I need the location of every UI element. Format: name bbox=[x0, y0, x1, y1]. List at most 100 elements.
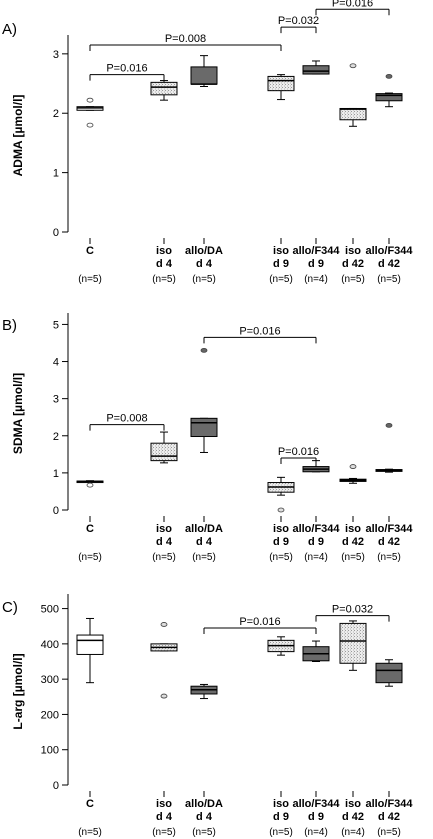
box-group-7 bbox=[375, 659, 403, 687]
outlier-point bbox=[385, 422, 393, 428]
n-count: (n=5) bbox=[152, 274, 176, 285]
box bbox=[267, 75, 295, 92]
group-day: d 42 bbox=[342, 258, 364, 270]
group-name: iso bbox=[273, 245, 289, 257]
group-name: C bbox=[86, 245, 94, 257]
group-day: d 9 bbox=[308, 536, 324, 548]
group-day: d 9 bbox=[308, 811, 324, 823]
group-name: C bbox=[86, 798, 94, 810]
y-tick-label: 3 bbox=[53, 394, 59, 406]
y-tick-label: 3 bbox=[53, 49, 59, 61]
panel-a: A) ADMA [µmol/l] 0 1 2 3 P=0.016 P=0.008 P=0.032… bbox=[2, 0, 413, 285]
significance-bracket: P=0.016 bbox=[278, 446, 319, 465]
n-count: (n=4) bbox=[304, 827, 328, 838]
box-group-7 bbox=[375, 74, 403, 108]
box-group-3 bbox=[190, 55, 218, 88]
p-value-label: P=0.032 bbox=[332, 604, 373, 616]
significance-bracket: P=0.016 bbox=[315, 0, 390, 16]
group-label-1: C (n=5) bbox=[78, 523, 102, 563]
n-count: (n=4) bbox=[304, 552, 328, 563]
y-tick-label: 500 bbox=[41, 604, 59, 616]
group-label-3: allo/DAd 4 (n=5) bbox=[185, 523, 223, 563]
group-day: d 9 bbox=[273, 811, 289, 823]
group-name: iso bbox=[345, 245, 361, 257]
panel-b: B) SDMA [µmol/l] 0 1 2 3 4 5 P=0.008 P=0.016 P=0.0… bbox=[2, 313, 413, 563]
box-group-6 bbox=[339, 464, 367, 484]
box-group-3 bbox=[190, 348, 218, 453]
group-name: C bbox=[86, 523, 94, 535]
panel-label: C) bbox=[2, 599, 18, 616]
box-group-4 bbox=[267, 636, 295, 656]
group-day: d 4 bbox=[156, 811, 173, 823]
y-tick-label: 2 bbox=[53, 108, 59, 120]
y-tick-label: 5 bbox=[53, 319, 59, 331]
p-value-label: P=0.016 bbox=[332, 0, 373, 9]
group-name: iso bbox=[273, 523, 289, 535]
group-name: iso bbox=[273, 798, 289, 810]
box-group-1 bbox=[76, 617, 104, 684]
box bbox=[76, 634, 104, 655]
outlier-point bbox=[86, 122, 94, 128]
box-group-4 bbox=[267, 476, 295, 513]
significance-bracket: P=0.016 bbox=[203, 616, 317, 634]
box-group-2 bbox=[150, 80, 178, 101]
n-count: (n=4) bbox=[341, 827, 365, 838]
y-tick-label: 200 bbox=[41, 709, 59, 721]
group-label-1: C (n=5) bbox=[78, 245, 102, 285]
group-day: d 42 bbox=[378, 811, 400, 823]
group-day: d 9 bbox=[273, 536, 289, 548]
outlier-point bbox=[160, 693, 168, 699]
group-day: d 4 bbox=[156, 536, 173, 548]
group-day: d 42 bbox=[342, 536, 364, 548]
significance-bracket: P=0.032 bbox=[315, 604, 390, 622]
box bbox=[150, 442, 178, 462]
significance-bracket: P=0.008 bbox=[89, 413, 165, 431]
group-name: allo/F344 bbox=[365, 798, 413, 810]
group-name: iso bbox=[156, 245, 172, 257]
n-count: (n=5) bbox=[341, 552, 365, 563]
y-tick-label: 2 bbox=[53, 431, 59, 443]
n-count: (n=5) bbox=[269, 827, 293, 838]
outlier-point bbox=[160, 622, 168, 627]
outlier-point bbox=[349, 464, 357, 469]
group-name: allo/DA bbox=[185, 523, 223, 535]
box-group-1 bbox=[76, 97, 104, 128]
group-name: iso bbox=[156, 798, 172, 810]
box-group-4 bbox=[267, 74, 295, 101]
group-name: allo/DA bbox=[185, 798, 223, 810]
group-day: d 9 bbox=[308, 258, 324, 270]
box-group-2 bbox=[150, 622, 178, 699]
significance-bracket: P=0.008 bbox=[89, 33, 282, 51]
group-day: d 4 bbox=[156, 258, 173, 270]
panel-label: A) bbox=[2, 21, 17, 38]
panel-c: C) L-arg [µmol/l] 0 100 200 300 400 500 P=0.016 P… bbox=[2, 594, 413, 838]
group-day: d 4 bbox=[196, 536, 213, 548]
outlier-point bbox=[86, 482, 94, 488]
group-label-3: allo/DAd 4 (n=5) bbox=[185, 798, 223, 838]
y-tick-label: 1 bbox=[53, 168, 59, 180]
group-name: allo/DA bbox=[185, 245, 223, 257]
n-count: (n=5) bbox=[192, 827, 216, 838]
p-value-label: P=0.032 bbox=[278, 15, 319, 27]
group-day: d 4 bbox=[196, 258, 213, 270]
p-value-label: P=0.016 bbox=[239, 616, 280, 628]
group-day: d 42 bbox=[378, 258, 400, 270]
group-name: iso bbox=[156, 523, 172, 535]
box-group-7 bbox=[375, 422, 403, 473]
group-name: allo/F344 bbox=[365, 523, 413, 535]
n-count: (n=5) bbox=[152, 827, 176, 838]
p-value-label: P=0.008 bbox=[106, 413, 147, 425]
box bbox=[339, 622, 367, 664]
box bbox=[375, 662, 403, 684]
n-count: (n=5) bbox=[377, 552, 401, 563]
box-group-6 bbox=[339, 620, 367, 671]
box-group-5 bbox=[302, 640, 330, 663]
p-value-label: P=0.016 bbox=[106, 63, 147, 75]
group-name: iso bbox=[345, 523, 361, 535]
y-tick-label: 4 bbox=[53, 357, 59, 369]
